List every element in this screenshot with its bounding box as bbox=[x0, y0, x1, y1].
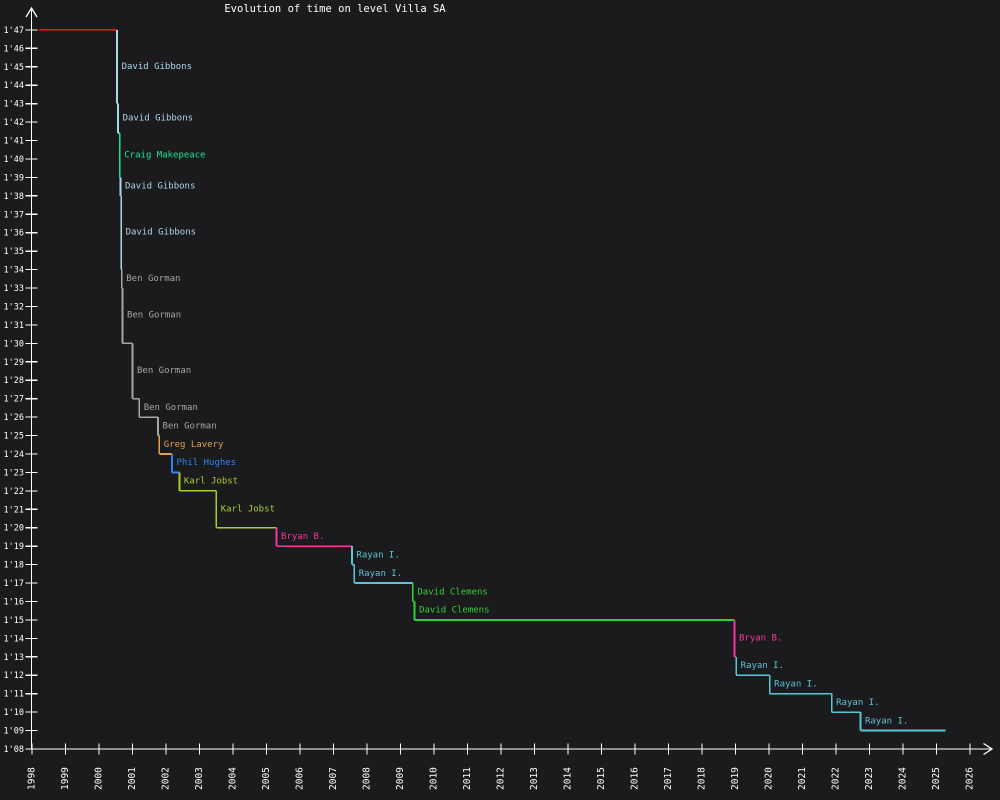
x-tick-label: 2007 bbox=[328, 767, 339, 790]
chart-title: Evolution of time on level Villa SA bbox=[224, 3, 446, 15]
y-tick-label: 1'45 bbox=[4, 63, 24, 73]
x-tick-label: 2002 bbox=[161, 767, 172, 790]
x-tick-label: 2018 bbox=[697, 767, 708, 790]
x-tick-label: 2025 bbox=[931, 767, 942, 790]
record-holder-label: Greg Lavery bbox=[164, 440, 224, 450]
y-tick-label: 1'17 bbox=[4, 579, 24, 589]
y-tick-label: 1'44 bbox=[4, 81, 24, 91]
x-tick-label: 2013 bbox=[529, 767, 540, 790]
record-holder-label: Rayan I. bbox=[359, 569, 402, 579]
x-tick-label: 2019 bbox=[730, 767, 741, 790]
y-tick-label: 1'33 bbox=[4, 284, 24, 294]
y-tick-label: 1'13 bbox=[4, 653, 24, 663]
record-holder-label: Ben Gorman bbox=[162, 421, 216, 431]
y-tick-label: 1'14 bbox=[4, 634, 24, 644]
y-tick-label: 1'21 bbox=[4, 505, 24, 515]
x-tick-label: 2017 bbox=[663, 767, 674, 790]
y-tick-label: 1'22 bbox=[4, 487, 24, 497]
y-tick-label: 1'38 bbox=[4, 192, 24, 202]
y-tick-label: 1'47 bbox=[4, 26, 24, 36]
x-tick-label: 2001 bbox=[127, 767, 138, 790]
y-tick-label: 1'37 bbox=[4, 210, 24, 220]
y-tick-label: 1'28 bbox=[4, 376, 24, 386]
x-tick-label: 2005 bbox=[261, 767, 272, 790]
x-tick-label: 2006 bbox=[295, 767, 306, 790]
x-tick-label: 2020 bbox=[764, 767, 775, 790]
record-holder-label: David Gibbons bbox=[125, 182, 195, 192]
y-tick-label: 1'18 bbox=[4, 561, 24, 571]
y-tick-label: 1'23 bbox=[4, 468, 24, 478]
y-tick-label: 1'19 bbox=[4, 542, 24, 552]
y-tick-label: 1'10 bbox=[4, 708, 24, 718]
y-tick-label: 1'20 bbox=[4, 524, 24, 534]
record-holder-label: Rayan I. bbox=[865, 716, 908, 726]
x-tick-label: 2004 bbox=[228, 767, 239, 790]
x-tick-label: 2011 bbox=[462, 767, 473, 790]
record-holder-label: David Clemens bbox=[419, 606, 489, 616]
record-holder-label: Craig Makepeace bbox=[124, 150, 205, 160]
x-tick-label: 2014 bbox=[563, 767, 574, 790]
y-tick-label: 1'27 bbox=[4, 395, 24, 405]
x-tick-label: 1998 bbox=[27, 767, 38, 790]
x-tick-label: 2026 bbox=[965, 767, 976, 790]
y-tick-label: 1'32 bbox=[4, 302, 24, 312]
y-tick-label: 1'36 bbox=[4, 229, 24, 239]
y-tick-label: 1'29 bbox=[4, 358, 24, 368]
record-holder-label: Ben Gorman bbox=[137, 366, 191, 376]
y-tick-label: 1'08 bbox=[4, 745, 24, 755]
x-tick-label: 2015 bbox=[596, 767, 607, 790]
x-tick-label: 2023 bbox=[864, 767, 875, 790]
record-holder-label: Karl Jobst bbox=[184, 477, 238, 487]
record-holder-label: Rayan I. bbox=[741, 661, 784, 671]
y-tick-label: 1'43 bbox=[4, 100, 24, 110]
y-tick-label: 1'35 bbox=[4, 247, 24, 257]
y-tick-label: 1'24 bbox=[4, 450, 24, 460]
record-holder-label: Bryan B. bbox=[281, 532, 324, 542]
x-tick-label: 2021 bbox=[797, 767, 808, 790]
record-holder-label: Rayan I. bbox=[356, 550, 399, 560]
record-holder-label: Ben Gorman bbox=[126, 274, 180, 284]
record-holder-label: David Gibbons bbox=[122, 62, 192, 72]
record-holder-label: Ben Gorman bbox=[144, 403, 198, 413]
y-tick-label: 1'16 bbox=[4, 597, 24, 607]
y-tick-label: 1'34 bbox=[4, 266, 24, 276]
x-axis-arrow-icon bbox=[983, 742, 994, 756]
x-tick-label: 1999 bbox=[60, 767, 71, 790]
x-tick-label: 2024 bbox=[898, 767, 909, 790]
y-tick-label: 1'25 bbox=[4, 432, 24, 442]
record-holder-label: Rayan I. bbox=[836, 698, 879, 708]
y-tick-label: 1'09 bbox=[4, 727, 24, 737]
record-holder-label: Ben Gorman bbox=[127, 311, 181, 321]
y-tick-label: 1'41 bbox=[4, 137, 24, 147]
x-tick-label: 2003 bbox=[194, 767, 205, 790]
x-tick-label: 2012 bbox=[496, 767, 507, 790]
y-axis-arrow-icon bbox=[25, 6, 38, 18]
y-tick-label: 1'42 bbox=[4, 118, 24, 128]
y-tick-label: 1'40 bbox=[4, 155, 24, 165]
x-tick-label: 2010 bbox=[429, 767, 440, 790]
x-tick-label: 2000 bbox=[94, 767, 105, 790]
record-holder-label: David Gibbons bbox=[123, 113, 193, 123]
y-tick-label: 1'12 bbox=[4, 671, 24, 681]
record-holder-label: David Clemens bbox=[417, 587, 487, 597]
record-holder-label: Rayan I. bbox=[774, 679, 817, 689]
x-tick-label: 2022 bbox=[831, 767, 842, 790]
y-tick-label: 1'30 bbox=[4, 339, 24, 349]
y-tick-label: 1'46 bbox=[4, 44, 24, 54]
y-tick-label: 1'31 bbox=[4, 321, 24, 331]
x-tick-label: 2008 bbox=[362, 767, 373, 790]
y-tick-label: 1'39 bbox=[4, 173, 24, 183]
record-holder-label: Phil Hughes bbox=[177, 458, 237, 468]
x-tick-label: 2016 bbox=[630, 767, 641, 790]
record-holder-label: Karl Jobst bbox=[221, 504, 275, 514]
record-holder-label: David Gibbons bbox=[126, 228, 196, 238]
y-tick-label: 1'15 bbox=[4, 616, 24, 626]
y-tick-label: 1'26 bbox=[4, 413, 24, 423]
y-tick-label: 1'11 bbox=[4, 690, 24, 700]
x-tick-label: 2009 bbox=[395, 767, 406, 790]
record-holder-label: Bryan B. bbox=[739, 633, 782, 643]
